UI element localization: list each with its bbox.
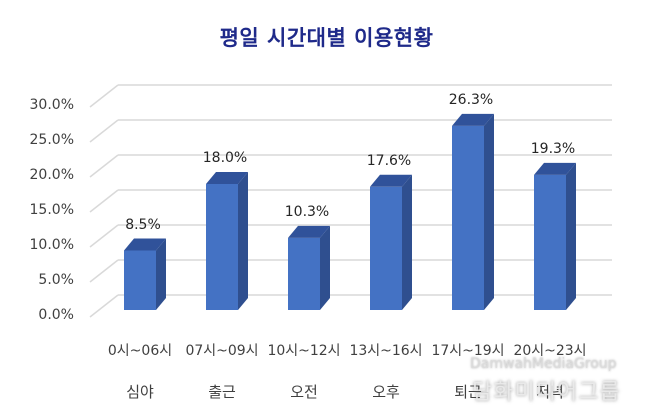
gridline-depth bbox=[89, 119, 119, 143]
bar bbox=[288, 225, 330, 310]
gridline-depth bbox=[89, 154, 119, 178]
bar-value-label: 19.3% bbox=[530, 140, 576, 157]
bar bbox=[124, 238, 166, 310]
gridline-depth bbox=[89, 84, 119, 108]
y-tick-label: 20.0% bbox=[29, 167, 74, 183]
bar bbox=[534, 162, 576, 310]
chart-title: 평일 시간대별 이용현황 bbox=[219, 26, 434, 50]
bar-value-label: 17.6% bbox=[366, 152, 412, 169]
bar-value-label: 8.5% bbox=[125, 216, 161, 233]
y-tick-label: 30.0% bbox=[29, 97, 74, 113]
x-tick-period-label: 출근 bbox=[208, 383, 236, 401]
bar bbox=[452, 113, 494, 311]
x-tick-period-label: 심야 bbox=[126, 383, 154, 401]
watermark-korean: 담화미디어그룹 bbox=[472, 380, 621, 405]
bar-value-label: 26.3% bbox=[448, 91, 494, 108]
x-tick-range-label: 10시~12시 bbox=[267, 343, 341, 359]
gridline-depth bbox=[89, 189, 119, 213]
x-tick-period-label: 오전 bbox=[290, 383, 318, 401]
x-tick-period-label: 저녁 bbox=[536, 383, 564, 401]
bar-value-label: 10.3% bbox=[284, 203, 330, 220]
gridline-depth bbox=[89, 259, 119, 283]
x-tick-range-label: 20시~23시 bbox=[513, 343, 587, 359]
y-tick-label: 10.0% bbox=[29, 237, 74, 253]
y-tick-label: 25.0% bbox=[29, 132, 74, 148]
y-tick-label: 5.0% bbox=[38, 272, 74, 288]
bar-value-label: 18.0% bbox=[202, 150, 248, 166]
x-tick-range-label: 13시~16시 bbox=[349, 343, 423, 359]
bar bbox=[370, 174, 412, 310]
x-tick-range-label: 07시~09시 bbox=[185, 343, 259, 359]
x-tick-period-label: 오후 bbox=[372, 383, 400, 401]
watermark-english: DamwahMediaGroup bbox=[470, 356, 617, 372]
x-tick-range-label: 0시~06시 bbox=[107, 343, 173, 359]
x-tick-period-label: 퇴근 bbox=[454, 383, 482, 401]
gridline-depth bbox=[89, 224, 119, 248]
y-tick-label: 15.0% bbox=[29, 202, 74, 218]
bar bbox=[206, 172, 248, 310]
x-tick-range-label: 17시~19시 bbox=[431, 343, 505, 359]
gridline-depth bbox=[89, 294, 119, 318]
y-tick-label: 0.0% bbox=[38, 307, 74, 323]
